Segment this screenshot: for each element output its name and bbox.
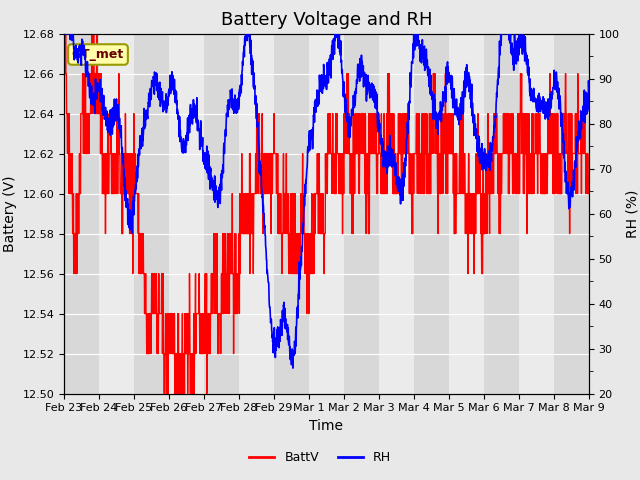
Bar xyxy=(239,34,274,394)
Bar xyxy=(449,34,484,394)
Bar xyxy=(589,34,624,394)
Text: GT_met: GT_met xyxy=(72,48,124,61)
Bar xyxy=(64,34,99,394)
Bar xyxy=(274,34,309,394)
Bar xyxy=(99,34,134,394)
Bar xyxy=(134,34,169,394)
Y-axis label: Battery (V): Battery (V) xyxy=(3,175,17,252)
Legend: BattV, RH: BattV, RH xyxy=(244,446,396,469)
Bar xyxy=(519,34,554,394)
Title: Battery Voltage and RH: Battery Voltage and RH xyxy=(221,11,432,29)
Bar xyxy=(414,34,449,394)
Bar xyxy=(309,34,344,394)
X-axis label: Time: Time xyxy=(309,419,344,433)
Y-axis label: RH (%): RH (%) xyxy=(625,190,639,238)
Bar xyxy=(379,34,414,394)
Bar xyxy=(554,34,589,394)
Bar xyxy=(169,34,204,394)
Bar xyxy=(204,34,239,394)
Bar xyxy=(344,34,379,394)
Bar xyxy=(484,34,519,394)
